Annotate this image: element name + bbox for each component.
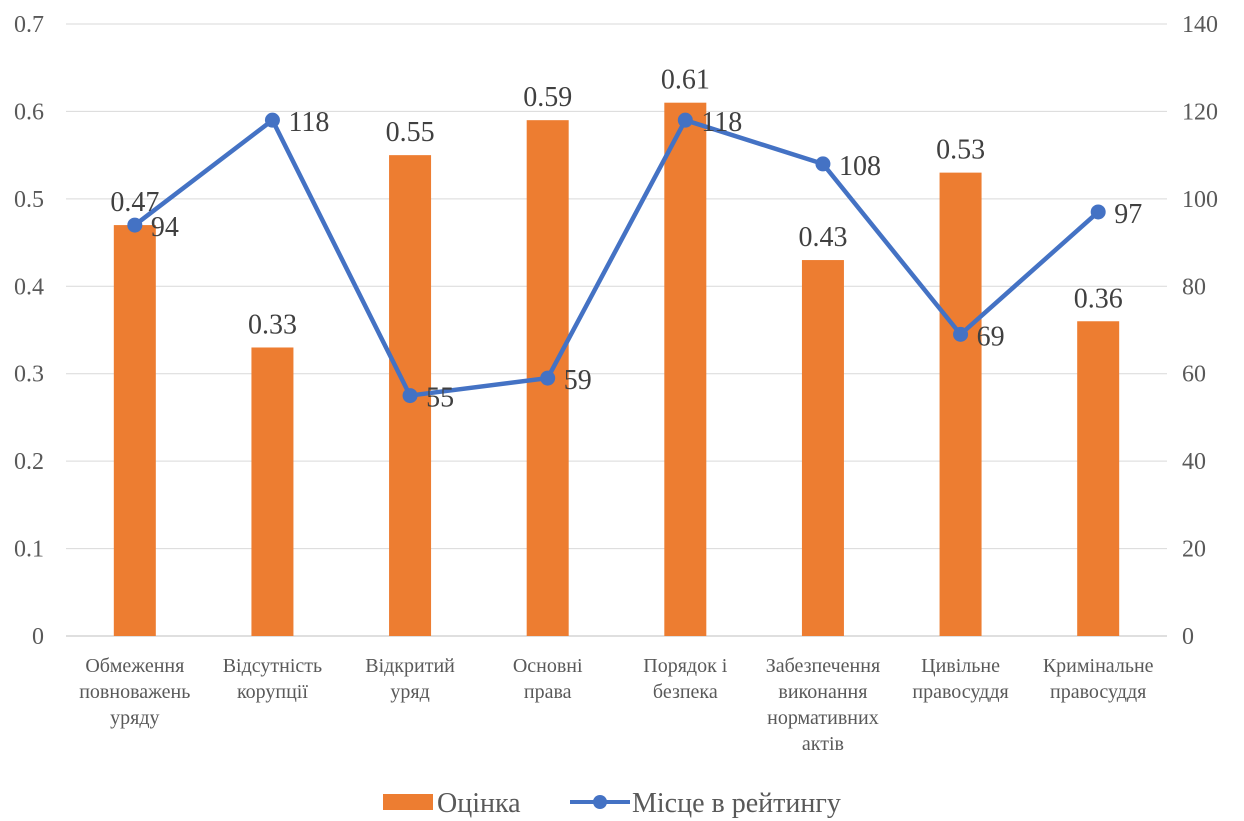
x-category-label-line: Порядок і (643, 655, 728, 677)
x-category-label-line: уряду (110, 707, 159, 729)
y-left-tick-label: 0.1 (14, 537, 44, 563)
x-category-label: Забезпечення виконання нормативних актів (766, 655, 880, 755)
x-category-label-line: Кримінальне (1043, 655, 1154, 677)
bar-value-label: 0.36 (1074, 283, 1123, 314)
bar-value-label: 0.59 (523, 82, 572, 113)
rank-point (127, 217, 143, 233)
rank-value-label: 97 (1114, 199, 1142, 230)
y-left-tick-label: 0.7 (14, 12, 44, 38)
rank-point (540, 370, 556, 386)
x-category-label-line: Відсутність (223, 655, 322, 677)
rank-value-label: 55 (426, 383, 454, 414)
bar-value-label: 0.55 (386, 117, 435, 148)
y-left-tick-label: 0.6 (14, 99, 44, 125)
y-right-tick-label: 60 (1182, 362, 1206, 388)
rank-value-label: 108 (839, 151, 881, 182)
bar-value-label: 0.33 (248, 309, 297, 340)
x-category-label: Обмеження повноважень уряду (79, 655, 190, 729)
x-category-label-line: корупції (237, 681, 308, 703)
y-right-tick-label: 80 (1182, 274, 1206, 300)
legend-label-bar: Оцінка (437, 788, 521, 819)
legend-label-line: Місце в рейтингу (632, 788, 841, 819)
x-category-label-line: Відкритий (365, 655, 455, 677)
y-left-tick-label: 0.2 (14, 449, 44, 475)
legend: Оцінка Місце в рейтингу (383, 788, 841, 819)
y-right-tick-label: 40 (1182, 449, 1206, 475)
legend-swatch-marker (593, 795, 607, 809)
rank-line (132, 117, 1101, 398)
x-category-label-line: права (524, 681, 572, 703)
y-right-tick-label: 100 (1182, 187, 1218, 213)
bar (664, 102, 707, 636)
bar-value-label: 0.61 (661, 65, 710, 96)
x-category-label-line: нормативних (767, 707, 879, 729)
x-category-label-line: Основні (513, 655, 583, 677)
rank-point (264, 112, 280, 128)
y-right-tick-label: 120 (1182, 99, 1218, 125)
bar-value-label: 0.47 (110, 187, 159, 218)
y-right-tick-label: 140 (1182, 12, 1218, 38)
x-category-label: Відсутність корупції (223, 655, 322, 703)
rank-value-label: 94 (151, 212, 179, 243)
legend-swatch-bar (383, 794, 433, 810)
x-category-label-line: Обмеження (85, 655, 184, 677)
bar (251, 347, 294, 636)
bar-value-label: 0.43 (798, 222, 847, 253)
bar (939, 172, 982, 636)
bar (113, 225, 156, 637)
x-category-label: Кримінальне правосуддя (1043, 655, 1154, 703)
x-category-label-line: виконання (778, 681, 867, 703)
rank-point (815, 156, 831, 172)
x-category-label: Порядок і безпека (643, 655, 728, 703)
x-category-label-line: Цивільне (921, 655, 1000, 677)
rank-value-label: 59 (564, 365, 592, 396)
y-right-tick-label: 20 (1182, 537, 1206, 563)
x-category-label: Цивільне правосуддя (912, 655, 1008, 703)
y-left-tick-label: 0.5 (14, 187, 44, 213)
x-category-label-line: безпека (653, 681, 718, 703)
rank-value-label: 69 (977, 321, 1005, 352)
y-right-tick-label: 0 (1182, 624, 1194, 650)
x-category-label-line: актів (802, 733, 844, 755)
rank-point (1090, 204, 1106, 220)
x-category-label: Основні права (513, 655, 583, 703)
bar (1077, 321, 1120, 636)
x-category-label: Відкритий уряд (365, 655, 455, 703)
rank-value-label: 118 (701, 107, 742, 138)
y-left-tick-label: 0.3 (14, 362, 44, 388)
x-category-label-line: Забезпечення (766, 655, 880, 677)
bar-value-label: 0.53 (936, 135, 985, 166)
y-left-tick-label: 0.4 (14, 274, 44, 300)
rank-point (402, 388, 418, 404)
rank-point (953, 326, 969, 342)
y-left-tick-label: 0 (32, 624, 44, 650)
x-category-label-line: уряд (390, 681, 429, 703)
rank-value-label: 118 (288, 107, 329, 138)
x-category-label-line: правосуддя (912, 681, 1008, 703)
bar (801, 260, 844, 636)
rank-point (677, 112, 693, 128)
x-category-label-line: правосуддя (1050, 681, 1146, 703)
x-category-label-line: повноважень (79, 681, 190, 703)
